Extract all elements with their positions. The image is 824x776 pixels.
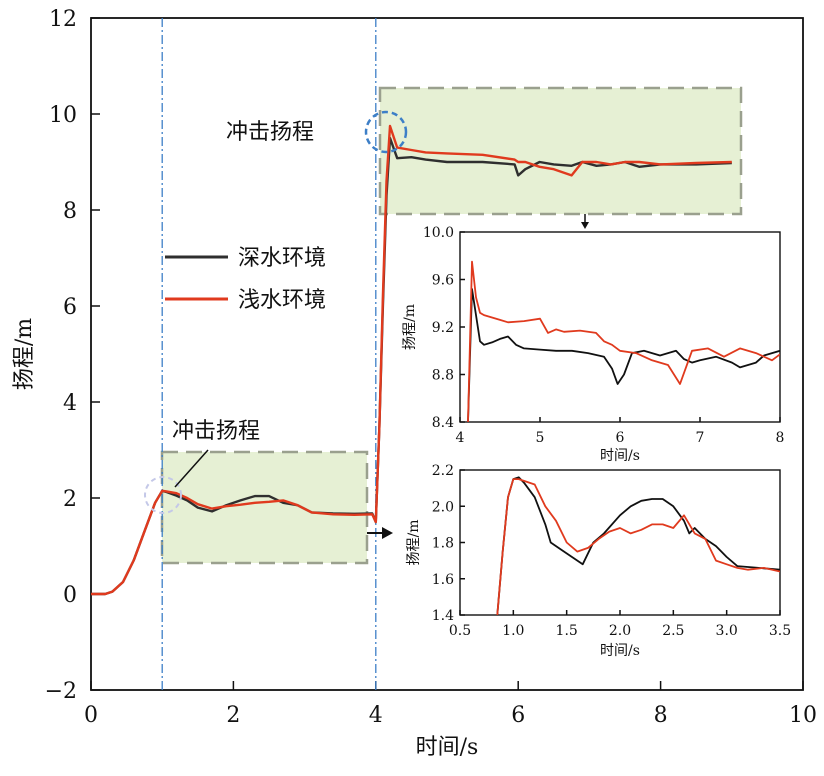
inset-upper-y-tick-label: 9.6: [432, 273, 454, 289]
inset-upper-x-tick-label: 6: [616, 430, 625, 446]
inset-lower-y-tick-label: 1.8: [432, 536, 454, 552]
main-x-tick-label: 6: [511, 703, 525, 728]
main-axes: 0 2 4 6 8 10 −2 0 2 4 6 8 10 12 时间/s 扬程/m: [12, 7, 817, 760]
inset-upper-x-tick-label: 7: [696, 430, 705, 446]
inset-lower-x-tick-label: 1.5: [556, 623, 578, 639]
inset-upper-y-tick-label: 8.8: [432, 368, 454, 384]
inset-upper-series-deep-water: [467, 288, 780, 422]
inset-lower-y-tick-label: 1.4: [432, 608, 454, 624]
main-y-tick-label: 12: [49, 7, 77, 32]
inset-lower-y-tick-label: 2.0: [432, 499, 454, 515]
inset-lower-x-tick-label: 0.5: [449, 623, 471, 639]
inset-upper-y-axis-label: 扬程/m: [402, 304, 418, 350]
main-y-tick-label: 2: [63, 487, 77, 512]
inset-upper-background: [460, 232, 780, 422]
inset-lower: 0.5 1.0 1.5 2.0 2.5 3.0 3.5 1.4 1.6 1.8 2.0 2.2 时间/s…: [406, 463, 791, 659]
inset-lower-x-tick-label: 2.0: [609, 623, 631, 639]
inset-lower-y-axis-label: 扬程/m: [406, 520, 422, 566]
main-y-tick-label: 4: [63, 391, 77, 416]
legend-label-deep: 深水环境: [238, 246, 326, 271]
annotation-impact-head-lower: 冲击扬程: [172, 419, 260, 444]
inset-upper-y-tick-label: 8.4: [432, 415, 454, 431]
main-series-shallow-water: [91, 124, 732, 596]
inset-lower-x-tick-label: 1.0: [502, 623, 524, 639]
main-x-tick-label: 10: [789, 703, 817, 728]
connector-arrowhead-upper: [581, 222, 589, 229]
main-y-tick-label: 10: [49, 103, 77, 128]
main-x-tick-label: 2: [226, 703, 240, 728]
inset-lower-x-tick-label: 3.0: [716, 623, 738, 639]
highlight-region-lower: [160, 450, 369, 565]
impact-marker-lower: [144, 476, 182, 514]
main-x-axis-label: 时间/s: [416, 735, 479, 760]
inset-lower-series-shallow-water: [496, 478, 780, 615]
inset-upper-x-tick-label: 4: [456, 430, 465, 446]
inset-upper-x-tick-label: 5: [536, 430, 545, 446]
inset-lower-background: [460, 470, 780, 615]
inset-upper-series-shallow-water: [467, 260, 780, 422]
main-frame: [90, 17, 804, 691]
inset-upper-x-tick-label: 8: [776, 430, 785, 446]
main-y-tick-label: −2: [45, 679, 77, 704]
impact-marker-upper: [364, 110, 408, 154]
inset-upper: 4 5 6 7 8 8.4 8.8 9.2 9.6 10.0 时间/s 扬程/m: [402, 225, 784, 464]
inset-lower-x-axis-label: 时间/s: [600, 643, 640, 659]
legend: 深水环境 浅水环境: [165, 246, 326, 313]
legend-label-shallow: 浅水环境: [238, 288, 326, 313]
inset-lower-x-tick-label: 2.5: [662, 623, 684, 639]
annotation-leader-line: [174, 449, 209, 488]
main-x-tick-label: 0: [84, 703, 98, 728]
connector-arrowhead-lower: [382, 527, 393, 539]
main-y-tick-label: 6: [63, 295, 77, 320]
main-x-tick-label: 8: [654, 703, 668, 728]
main-y-axis-label: 扬程/m: [12, 318, 37, 390]
main-y-tick-label: 8: [63, 199, 77, 224]
main-x-tick-label: 4: [369, 703, 383, 728]
inset-lower-y-tick-label: 1.6: [432, 572, 454, 588]
annotation-impact-head-upper: 冲击扬程: [226, 120, 314, 145]
inset-upper-y-tick-label: 10.0: [423, 225, 454, 241]
inset-upper-x-axis-label: 时间/s: [600, 448, 640, 464]
inset-lower-y-tick-label: 2.2: [432, 463, 454, 479]
highlight-region-upper: [378, 86, 743, 216]
main-y-tick-label: 0: [63, 583, 77, 608]
inset-upper-y-tick-label: 9.2: [432, 320, 454, 336]
inset-lower-x-tick-label: 3.5: [769, 623, 791, 639]
